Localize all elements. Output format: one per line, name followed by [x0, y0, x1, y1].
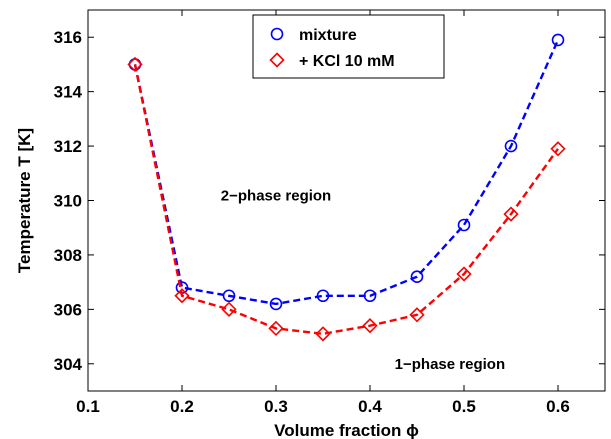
x-tick-label: 0.1 — [76, 397, 100, 416]
series-layer — [127, 33, 566, 342]
x-tick-label: 0.4 — [358, 397, 382, 416]
series-line — [133, 39, 560, 306]
series-kcl — [127, 56, 566, 342]
data-point — [504, 139, 518, 153]
series-mixture — [128, 33, 565, 311]
data-point — [269, 297, 283, 311]
data-point — [456, 266, 472, 282]
y-axis: 304 306 308 310 312 314 316 — [54, 28, 605, 374]
data-point — [268, 320, 284, 337]
data-point — [363, 289, 377, 303]
data-point — [457, 218, 471, 232]
data-point — [362, 318, 378, 334]
legend-label: + KCl 10 mM — [299, 53, 395, 70]
y-tick-label: 316 — [54, 28, 82, 47]
data-point — [409, 307, 425, 323]
x-axis: 0.1 0.2 0.3 0.4 0.5 0.6 — [76, 10, 570, 416]
data-point — [551, 33, 565, 47]
data-point — [222, 289, 236, 303]
legend-marker — [270, 27, 284, 41]
x-tick-label: 0.5 — [452, 397, 476, 416]
data-point — [127, 56, 143, 73]
legend-label: mixture — [299, 27, 357, 44]
x-tick-label: 0.3 — [264, 397, 288, 416]
data-point — [316, 289, 330, 303]
data-point — [221, 301, 237, 317]
y-tick-label: 308 — [54, 246, 82, 265]
annotation-two-phase: 2−phase region — [221, 188, 331, 205]
y-tick-label: 312 — [54, 137, 82, 156]
legend-box — [252, 14, 445, 79]
x-axis-label: Volume fraction ϕ — [274, 421, 419, 439]
x-tick-label: 0.2 — [170, 397, 194, 416]
y-axis-label: Temperature T [K] — [15, 128, 34, 273]
y-tick-label: 314 — [54, 83, 83, 102]
data-point — [315, 326, 331, 342]
y-tick-label: 304 — [54, 355, 83, 374]
y-tick-label: 310 — [54, 192, 82, 211]
legend-marker — [269, 52, 285, 68]
data-point — [503, 206, 519, 222]
annotation-layer: 2−phase region 1−phase region — [221, 188, 505, 374]
data-point — [410, 270, 424, 284]
legend: mixture + KCl 10 mM — [252, 14, 445, 79]
annotation-one-phase: 1−phase region — [395, 356, 505, 373]
data-point — [550, 141, 566, 157]
data-point — [174, 288, 190, 304]
x-tick-label: 0.6 — [546, 397, 570, 416]
y-tick-label: 306 — [54, 300, 82, 319]
